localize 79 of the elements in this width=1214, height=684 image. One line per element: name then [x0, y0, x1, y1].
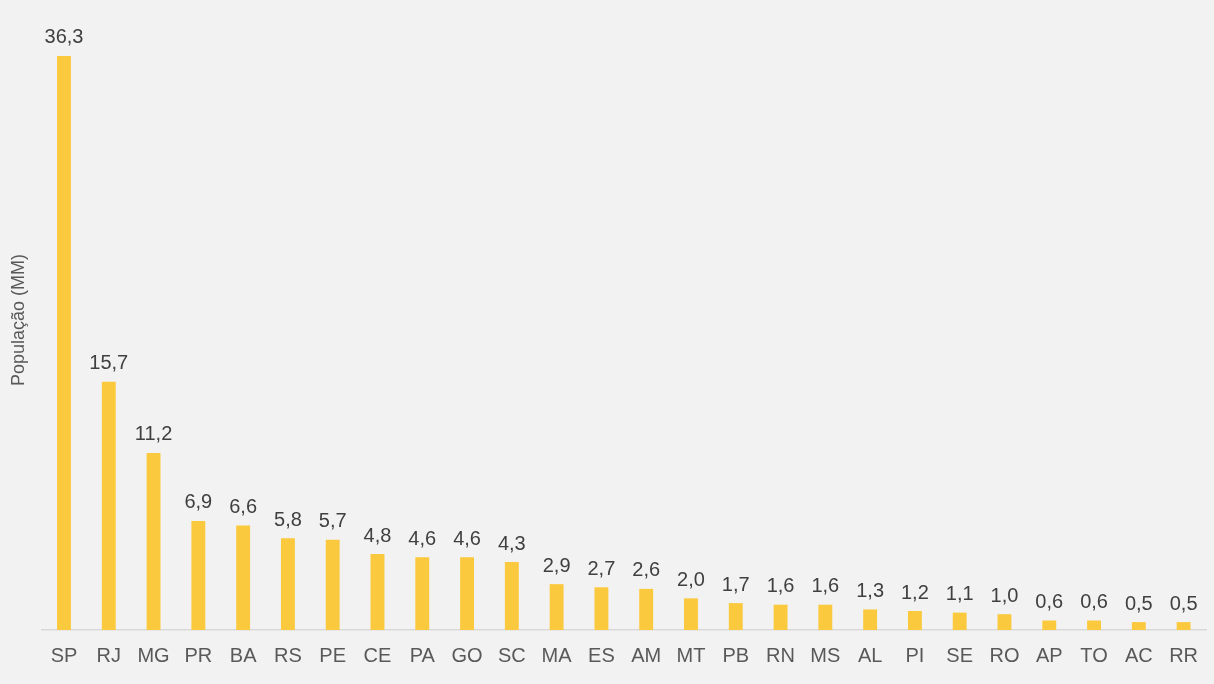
bar: [818, 604, 833, 630]
x-tick-label: BA: [229, 643, 258, 666]
x-tick-label: PR: [184, 643, 213, 666]
x-tick-label: MA: [541, 643, 573, 666]
data-label: 0,5: [1169, 591, 1198, 614]
data-label: 4,3: [497, 531, 526, 554]
data-label: 0,6: [1035, 590, 1064, 613]
bar: [101, 381, 116, 630]
data-label: 0,5: [1124, 591, 1153, 614]
bar: [1087, 620, 1101, 630]
data-label: 1,2: [900, 580, 929, 603]
bar: [907, 611, 922, 630]
bar: [639, 588, 654, 630]
x-tick-label: PB: [722, 643, 750, 666]
data-label: 1,6: [811, 574, 840, 597]
y-axis-title: População (MM): [7, 253, 28, 387]
bar: [146, 452, 161, 630]
bar: [415, 557, 430, 630]
data-label: 11,2: [134, 422, 173, 445]
data-label: 36,3: [44, 25, 84, 48]
data-label: 1,3: [856, 578, 885, 601]
x-tick-label: SC: [497, 643, 526, 666]
x-tick-label: RR: [1169, 643, 1199, 666]
bar: [325, 539, 340, 630]
bar: [684, 598, 698, 630]
data-label: 4,6: [453, 526, 481, 549]
x-tick-label: CE: [363, 643, 392, 666]
bar: [504, 562, 519, 630]
bar: [1042, 620, 1057, 630]
data-label: 5,8: [274, 507, 302, 530]
data-label: 1,7: [721, 572, 750, 595]
bar: [952, 612, 967, 630]
data-label: 4,8: [363, 523, 392, 546]
bar: [236, 525, 251, 630]
x-tick-label: AM: [631, 643, 662, 666]
x-tick-label: GO: [451, 643, 483, 666]
bar: [191, 520, 206, 630]
data-label: 2,7: [587, 556, 616, 579]
bar: [1176, 622, 1191, 630]
x-tick-label: RJ: [96, 643, 121, 666]
x-tick-label: MG: [137, 643, 170, 666]
x-tick-label: TO: [1080, 643, 1108, 666]
x-tick-label: PE: [319, 643, 347, 666]
data-label: 6,6: [229, 495, 258, 518]
data-label: 1,0: [990, 583, 1019, 606]
data-label: 5,7: [318, 509, 347, 532]
data-label: 15,7: [89, 351, 129, 374]
data-label: 2,6: [632, 558, 661, 581]
bar: [863, 609, 878, 630]
bar: [280, 538, 295, 630]
x-tick-label: MS: [810, 643, 841, 666]
data-label: 1,6: [766, 574, 795, 597]
x-tick-label: AP: [1035, 643, 1063, 666]
x-tick-label: AC: [1124, 643, 1153, 666]
bar: [549, 584, 564, 630]
bar: [370, 554, 385, 630]
bar: [460, 557, 474, 630]
bar: [728, 603, 743, 630]
data-label: 2,0: [677, 567, 705, 590]
bar: [773, 604, 788, 630]
data-label: 6,9: [184, 490, 213, 513]
data-label: 0,6: [1080, 590, 1108, 613]
bar: [1131, 622, 1146, 630]
x-tick-label: PI: [905, 643, 925, 666]
data-label: 4,6: [408, 526, 437, 549]
x-tick-label: SE: [946, 643, 974, 666]
x-tick-label: RO: [989, 643, 1020, 666]
data-label: 2,9: [542, 553, 571, 576]
bar: [594, 587, 609, 630]
x-tick-label: RN: [766, 643, 795, 666]
x-tick-label: PA: [409, 643, 436, 666]
data-label: 1,1: [945, 582, 974, 605]
x-tick-label: RS: [274, 643, 302, 666]
x-tick-label: AL: [857, 643, 883, 666]
bar: [997, 614, 1012, 630]
x-tick-label: SP: [50, 643, 78, 666]
x-tick-label: ES: [588, 643, 615, 666]
x-tick-label: MT: [676, 643, 706, 666]
bar: [57, 55, 71, 630]
